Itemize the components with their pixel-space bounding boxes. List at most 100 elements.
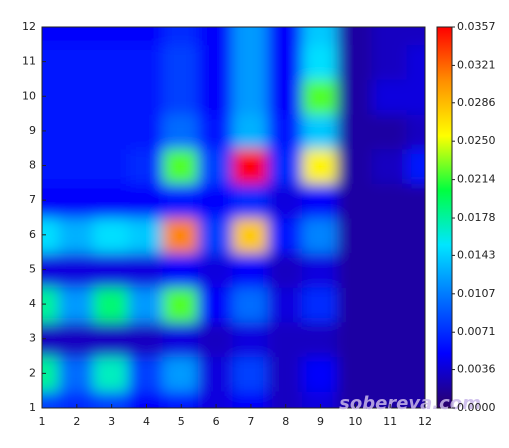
x-tick-label: 1 [39,415,46,428]
heat-cell [162,147,200,184]
heat-cell [58,355,96,392]
heat-cell [406,147,425,184]
heat-cell [232,285,270,323]
heat-cell [128,251,165,288]
x-tick-label: 2 [73,415,80,428]
heat-cell [267,43,305,80]
heat-cell [58,112,96,150]
heat-cell [371,112,409,150]
heat-cell [93,27,131,46]
heat-cell [197,181,235,219]
heat-cell [371,181,409,219]
heat-cell [302,112,339,150]
heat-cell [267,285,305,323]
colorbar-tick-label: 0.0143 [457,248,496,261]
colorbar-tick-label: 0.0214 [457,173,496,186]
heat-cell [58,43,96,80]
heat-cell [42,251,61,288]
colorbar-tick-label: 0.0107 [457,287,496,300]
heat-cell [302,77,339,115]
plot-frame [41,26,426,409]
heat-cell [128,77,165,115]
heat-cell [197,320,235,358]
heat-cell [336,285,374,323]
colorbar-tick-label: 0.0286 [457,96,496,109]
watermark: sobereva.com [339,393,481,414]
heat-cell [267,216,305,254]
heat-cell [128,181,165,219]
heat-cell [371,27,409,46]
heat-cell [336,43,374,80]
heat-cell [197,389,235,408]
y-tick-label: 1 [29,401,36,414]
heat-cell [58,181,96,219]
heat-cell [267,181,305,219]
x-tick-label: 4 [143,415,150,428]
heat-cell [128,147,165,184]
heat-cell [42,27,61,46]
heat-cell [93,320,131,358]
x-tick-label: 7 [247,415,254,428]
heat-cell [162,43,200,80]
heat-cell [302,320,339,358]
heat-cell [128,320,165,358]
heat-cell [267,355,305,392]
heat-cell [371,285,409,323]
heat-cell [58,77,96,115]
heat-cell [232,77,270,115]
heat-cell [406,43,425,80]
heat-cell [42,147,61,184]
heat-cell [93,285,131,323]
heat-cell [371,43,409,80]
heat-cell [406,320,425,358]
heat-cell [197,112,235,150]
heat-cell [162,27,200,46]
heat-cell [162,355,200,392]
y-tick-label: 11 [22,55,36,68]
heat-cell [336,389,374,408]
heat-cell [371,389,409,408]
heat-cell [162,320,200,358]
heat-cell [42,77,61,115]
heat-cell [232,216,270,254]
heat-cell [406,216,425,254]
heat-cell [197,216,235,254]
heat-cell [58,285,96,323]
heat-cell [93,216,131,254]
heat-cell [93,355,131,392]
heat-cell [162,251,200,288]
heat-cell [58,147,96,184]
y-tick-label: 5 [29,262,36,275]
heat-cell [406,181,425,219]
heat-cell [406,112,425,150]
heat-cell [371,320,409,358]
heat-cell [302,389,339,408]
colorbar-tick-label: 0.0357 [457,20,496,33]
y-tick-label: 2 [29,366,36,379]
heat-cell [302,285,339,323]
heat-cell [336,355,374,392]
heat-cell [197,147,235,184]
heat-cell [58,389,96,408]
heat-cell [197,27,235,46]
heat-cell [267,251,305,288]
heat-cell [302,27,339,46]
y-tick-label: 6 [29,228,36,241]
heat-cell [371,216,409,254]
heat-cell [267,320,305,358]
y-tick-label: 12 [22,20,36,33]
heat-cell [371,77,409,115]
heat-cell [128,112,165,150]
x-tick-label: 8 [282,415,289,428]
heat-cell [232,320,270,358]
heat-cell [162,285,200,323]
heat-cell [302,43,339,80]
x-tick-label: 6 [213,415,220,428]
heat-cell [128,389,165,408]
heat-cell [267,389,305,408]
colorbar [436,26,453,409]
heat-cell [302,147,339,184]
x-tick-label: 5 [178,415,185,428]
heatmap-area [42,27,425,408]
heat-cell [128,43,165,80]
